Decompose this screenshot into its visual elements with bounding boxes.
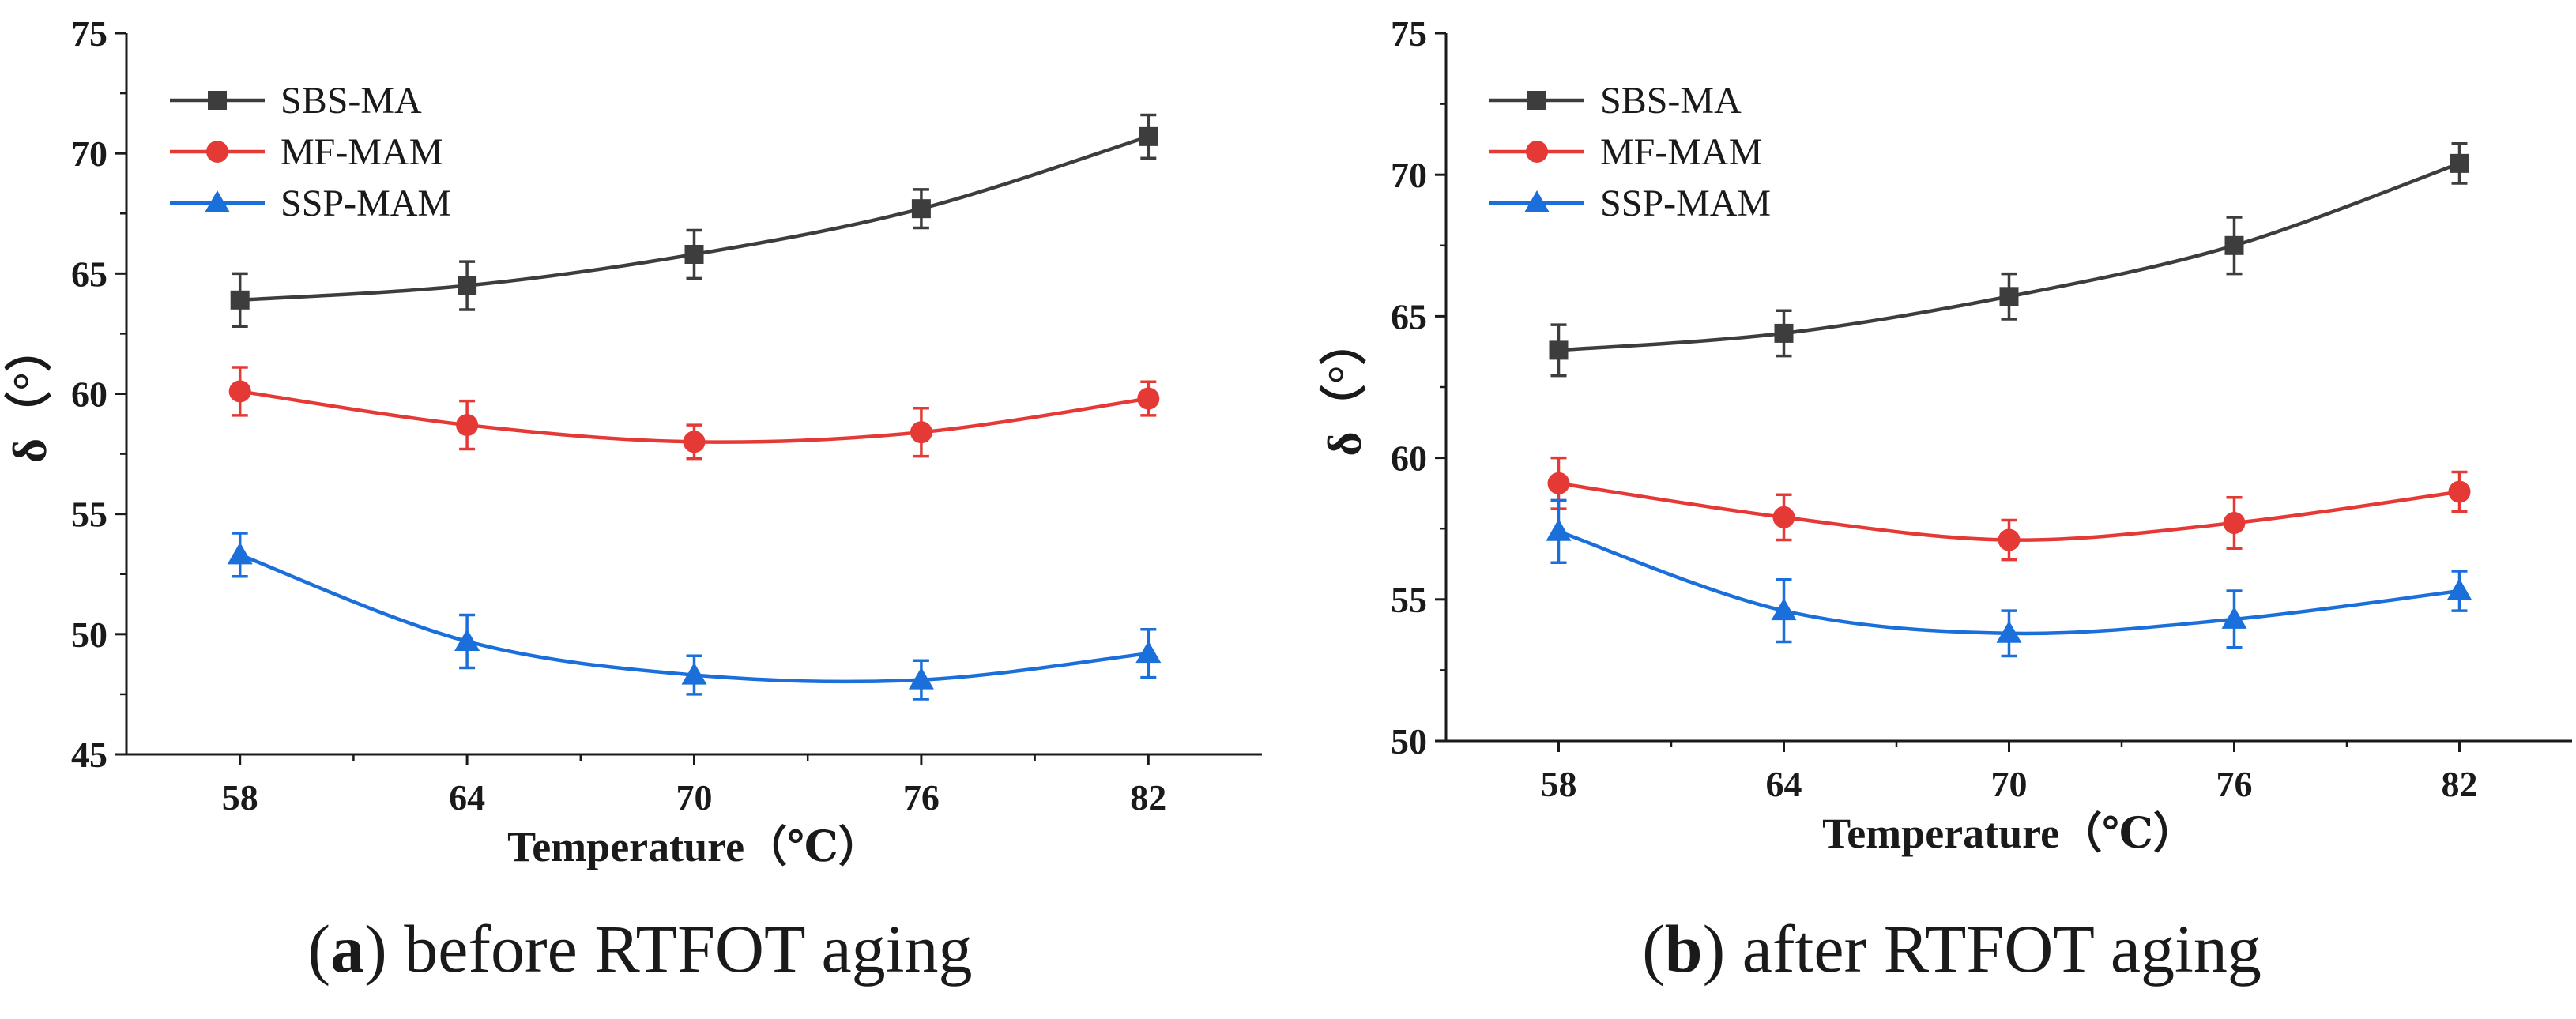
x-tick-label: 82 <box>2442 764 2478 804</box>
x-tick-label: 82 <box>1130 777 1166 818</box>
x-tick-label: 58 <box>222 777 258 818</box>
legend-item: MF-MAM <box>1489 131 1762 173</box>
legend-item: SBS-MA <box>170 80 422 122</box>
data-point <box>454 628 480 651</box>
y-tick-label: 55 <box>71 494 107 535</box>
data-point <box>458 276 477 295</box>
x-tick-label: 76 <box>903 777 940 818</box>
x-tick-label: 64 <box>1766 764 1802 804</box>
data-point <box>2223 512 2246 535</box>
data-point <box>227 542 253 565</box>
data-point <box>2446 578 2472 601</box>
x-tick-label: 76 <box>2216 764 2253 804</box>
y-tick-label: 60 <box>71 374 107 415</box>
legend-marker <box>208 91 227 110</box>
legend-marker <box>1524 190 1550 212</box>
legend-item: SSP-MAM <box>170 182 451 224</box>
y-tick-label: 50 <box>71 615 107 655</box>
legend-item: SSP-MAM <box>1489 182 1771 224</box>
legend-marker <box>205 190 230 212</box>
data-point <box>456 414 479 437</box>
series-ssp-mam <box>227 532 1162 701</box>
series-ssp-mam <box>1546 498 2472 658</box>
x-tick-label: 70 <box>1991 764 2028 804</box>
data-point <box>1139 126 1158 146</box>
caption-paren-open: ( <box>1642 911 1665 987</box>
y-axis-label: δ（°） <box>1318 318 1371 456</box>
legend-marker <box>1526 141 1548 163</box>
data-point <box>1772 506 1795 528</box>
legend-label: SSP-MAM <box>1600 182 1771 224</box>
series-sbs-ma <box>230 113 1158 329</box>
data-point <box>2224 235 2244 255</box>
data-point <box>683 431 706 453</box>
y-tick-label: 70 <box>71 133 107 174</box>
legend-item: MF-MAM <box>170 131 443 173</box>
y-tick-label: 65 <box>71 254 107 294</box>
legend-label: SBS-MA <box>281 80 422 122</box>
data-point <box>1135 641 1162 664</box>
y-tick-label: 75 <box>71 13 107 54</box>
y-tick-label: 45 <box>71 735 107 775</box>
legend-label: SSP-MAM <box>281 182 451 224</box>
data-point <box>1771 598 1797 621</box>
legend-marker <box>206 141 228 163</box>
caption-panel-letter: a <box>330 911 364 987</box>
series-mf-mam <box>1547 456 2471 562</box>
y-tick-label: 60 <box>1391 438 1427 479</box>
data-point <box>910 421 932 444</box>
data-point <box>1547 472 1570 494</box>
data-point <box>1546 518 1572 541</box>
data-point <box>681 662 707 685</box>
x-tick-label: 58 <box>1541 764 1577 804</box>
panel-a: 45 50 55 60 65 70 75 58 64 70 76 82 Temperature（℃） δ（… <box>3 13 1262 987</box>
legend-item: SBS-MA <box>1489 80 1742 122</box>
y-tick-label: 65 <box>1391 296 1427 337</box>
data-point <box>230 290 250 310</box>
data-point <box>1998 528 2021 551</box>
panel-b: 50 55 60 65 70 75 58 64 70 76 82 Temperature（℃） δ（°）… <box>1318 13 2572 987</box>
y-tick-label: 55 <box>1391 580 1427 620</box>
panel-caption: (a) before RTFOT aging <box>307 911 972 987</box>
data-point <box>1774 323 1794 343</box>
panel-caption: (b) after RTFOT aging <box>1642 911 2262 987</box>
data-point <box>2221 606 2247 629</box>
y-tick-label: 70 <box>1391 155 1427 195</box>
x-tick-label: 70 <box>676 777 713 818</box>
y-tick-label: 50 <box>1391 721 1427 761</box>
data-point <box>1137 387 1160 410</box>
data-point <box>684 244 704 264</box>
x-tick-label: 64 <box>449 777 485 818</box>
data-point <box>1996 620 2022 643</box>
x-axis-label: Temperature（℃） <box>507 823 881 870</box>
y-tick-label: 75 <box>1391 13 1427 54</box>
data-point <box>2448 480 2471 503</box>
data-point <box>1999 287 2019 306</box>
x-axis-label: Temperature（℃） <box>1822 810 2196 857</box>
data-point <box>1549 340 1569 360</box>
caption-text: ) before RTFOT aging <box>364 911 972 987</box>
data-point <box>228 380 251 403</box>
y-axis-label: δ（°） <box>3 325 56 463</box>
caption-paren-open: ( <box>307 911 330 987</box>
legend-label: MF-MAM <box>1600 131 1762 173</box>
data-point <box>2450 153 2469 173</box>
data-point <box>908 667 934 690</box>
legend-label: MF-MAM <box>281 131 443 173</box>
legend-label: SBS-MA <box>1600 80 1742 122</box>
caption-text: ) after RTFOT aging <box>1703 911 2262 987</box>
caption-panel-letter: b <box>1665 911 1703 987</box>
legend-marker <box>1527 91 1546 110</box>
series-sbs-ma <box>1549 142 2469 378</box>
data-point <box>911 199 931 219</box>
series-mf-mam <box>228 366 1160 461</box>
